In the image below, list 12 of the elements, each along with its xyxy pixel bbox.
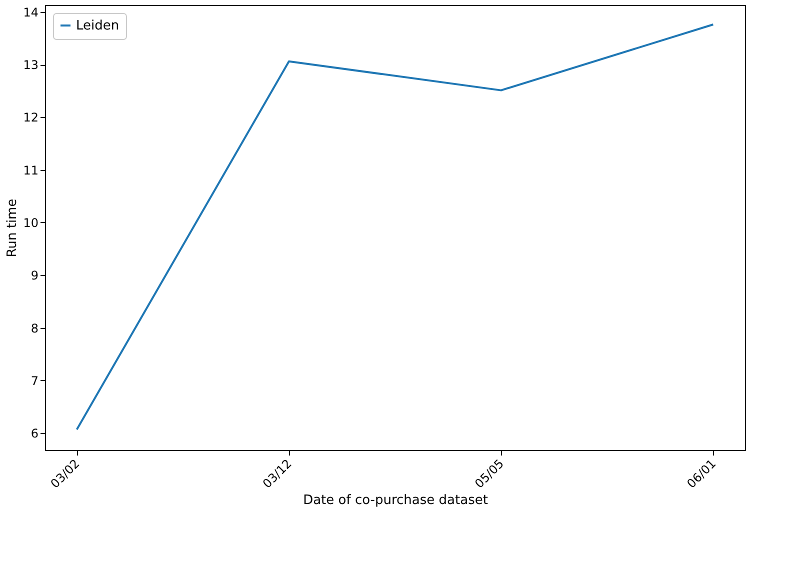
y-tick-label: 6 — [30, 426, 38, 441]
x-axis-title: Date of co-purchase dataset — [303, 493, 488, 508]
y-tick-label: 14 — [23, 5, 38, 20]
y-tick-label: 9 — [30, 268, 38, 283]
y-tick-label: 13 — [23, 58, 38, 72]
y-tick-label: 7 — [30, 374, 38, 388]
y-axis-title: Run time — [5, 198, 20, 258]
legend-label: Leiden — [76, 18, 120, 34]
y-tick-label: 11 — [23, 163, 38, 178]
y-tick-label: 12 — [23, 110, 38, 125]
y-tick-label: 10 — [23, 216, 38, 230]
y-tick-label: 8 — [30, 321, 38, 336]
